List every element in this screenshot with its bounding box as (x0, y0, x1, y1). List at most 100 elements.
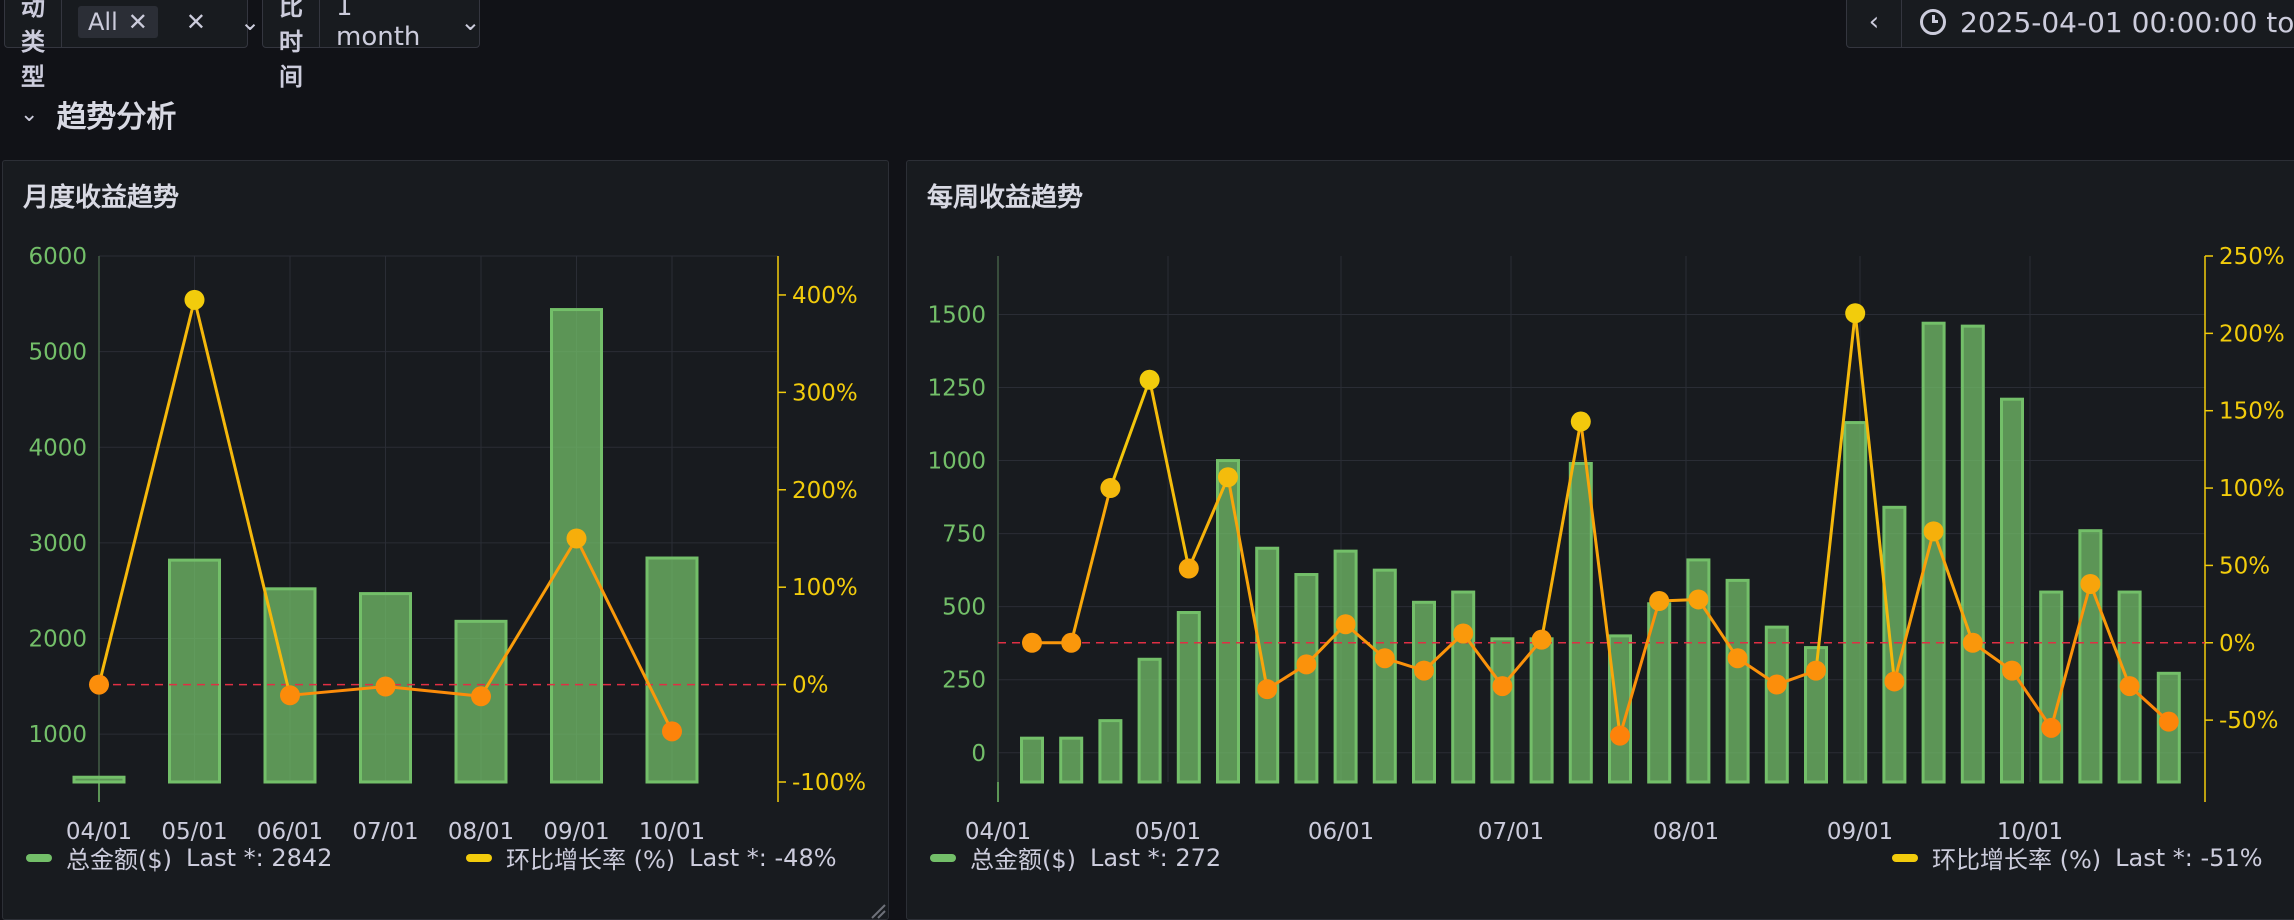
line-point (89, 674, 109, 695)
series-line-segment (1148, 379, 1191, 569)
line-point (1845, 303, 1866, 324)
legend-total-amount-weekly[interactable]: 总金额($) Last *: 272 (930, 840, 1221, 875)
legend-label: 环比增长率 (%) (506, 846, 676, 874)
bar (168, 558, 221, 784)
bar (1137, 657, 1162, 784)
y-right-tick-label: 50% (2219, 553, 2270, 579)
legend-swatch-line (1892, 853, 1918, 862)
y-right-tick-label: 100% (2219, 476, 2285, 502)
bar (1255, 546, 1280, 784)
line-point (1492, 676, 1513, 697)
legend-total-amount-monthly[interactable]: 总金额($) Last *: 2842 (26, 840, 332, 875)
series-line-segment (1579, 421, 1622, 736)
line-point (280, 685, 300, 706)
series-line-segment (1187, 476, 1230, 570)
y-right-tick-label: 0% (792, 673, 829, 699)
compare-time-value: 1 month (336, 0, 421, 52)
time-range-display[interactable]: 2025-04-01 00:00:00 to (1902, 0, 2294, 47)
line-point (1414, 660, 1434, 681)
series-line-segment (1853, 313, 1896, 682)
charts-canvas: 100020003000400050006000400%300%200%100%… (28, 244, 2285, 845)
line-point (2002, 660, 2022, 681)
legend-stat: Last *: -51% (2115, 843, 2263, 872)
legend-label: 环比增长率 (%) (1932, 846, 2102, 874)
line-point (1453, 623, 1474, 644)
activity-type-select[interactable]: All ✕ ✕ ⌄ (62, 0, 282, 47)
line-point (1296, 654, 1317, 675)
x-tick-label: 07/01 (1478, 819, 1544, 845)
variable-bar: 活动类型 All ✕ ✕ ⌄ 对比时间 1 month ⌄ ‹ 2025-04-… (0, 0, 2294, 91)
legend-growth-rate-monthly[interactable]: 环比增长率 (%) Last *: -48% (466, 840, 837, 875)
bar (454, 619, 508, 784)
compare-time-variable: 对比时间 1 month ⌄ (262, 0, 481, 91)
bar (645, 556, 699, 784)
bar (1764, 625, 1789, 784)
line-point (375, 676, 396, 697)
legend-swatch-bar (26, 853, 52, 862)
x-tick-label: 09/01 (1827, 819, 1893, 845)
line-point (1061, 632, 1082, 653)
bar (1490, 637, 1515, 784)
line-point (1806, 660, 1826, 681)
series-line-segment (1226, 476, 1269, 690)
bar (1686, 558, 1711, 784)
y-left-tick-label: 250 (942, 668, 986, 694)
series-line-segment (2049, 583, 2092, 729)
bar (1176, 611, 1201, 784)
y-left-tick-label: 4000 (28, 435, 87, 461)
y-left-tick-label: 500 (942, 595, 986, 621)
chevron-down-icon[interactable]: ⌄ (20, 101, 39, 127)
bar (1804, 646, 1828, 784)
bar (1294, 573, 1319, 784)
remove-chip-icon[interactable]: ✕ (127, 8, 148, 36)
series-line-segment (1814, 313, 1857, 671)
bar (2078, 529, 2103, 784)
line-point (1257, 679, 1278, 700)
legend-stat: Last *: -48% (689, 843, 837, 872)
bar (2039, 590, 2064, 784)
time-range-picker[interactable]: ‹ 2025-04-01 00:00:00 to (1846, 0, 2294, 48)
compare-time-select[interactable]: 1 month ⌄ (320, 0, 503, 52)
y-left-tick-label: 1000 (927, 449, 986, 475)
bar (1921, 321, 1946, 784)
legend-growth-rate-weekly[interactable]: 环比增长率 (%) Last *: -51% (1892, 840, 2263, 875)
y-right-tick-label: 250% (2219, 244, 2285, 270)
bar (1333, 549, 1358, 784)
row-header[interactable]: ⌄ 趋势分析 (20, 92, 176, 136)
monthly-revenue-panel: 月度收益趋势 (2, 160, 889, 920)
y-left-tick-label: 2000 (28, 627, 87, 653)
y-left-tick-label: 1000 (28, 722, 87, 748)
y-right-tick-label: 0% (2219, 631, 2256, 657)
series-line-segment (2010, 669, 2053, 729)
y-right-tick-label: -50% (2219, 708, 2278, 734)
all-chip[interactable]: All ✕ (78, 6, 158, 38)
line-point (1766, 674, 1787, 695)
y-right-tick-label: -100% (792, 770, 866, 796)
bar (1372, 568, 1397, 784)
legend-label: 总金额($) (66, 846, 172, 874)
panel-title: 月度收益趋势 (23, 183, 180, 213)
bar (1608, 634, 1632, 784)
series-line-segment (1501, 638, 1543, 688)
clear-icon[interactable]: ✕ (185, 8, 206, 36)
x-tick-label: 08/01 (1653, 819, 1719, 845)
bar (72, 775, 126, 784)
line-point (2158, 711, 2179, 732)
x-tick-label: 08/01 (448, 819, 514, 845)
x-tick-label: 07/01 (352, 819, 418, 845)
line-point (2119, 676, 2140, 697)
resize-handle-icon[interactable] (868, 901, 886, 919)
bar (1725, 578, 1750, 784)
line-point (1570, 411, 1591, 432)
line-point (184, 289, 205, 310)
series-line-segment (1618, 600, 1661, 737)
time-range-back-button[interactable]: ‹ (1847, 0, 1902, 47)
x-tick-label: 10/01 (639, 819, 705, 845)
line-point (471, 686, 491, 707)
chevron-down-icon[interactable]: ⌄ (239, 8, 261, 36)
x-tick-label: 06/01 (257, 819, 323, 845)
bar (1098, 719, 1123, 784)
line-point (1688, 589, 1709, 610)
line-point (1100, 478, 1121, 499)
x-tick-label: 06/01 (1308, 819, 1374, 845)
